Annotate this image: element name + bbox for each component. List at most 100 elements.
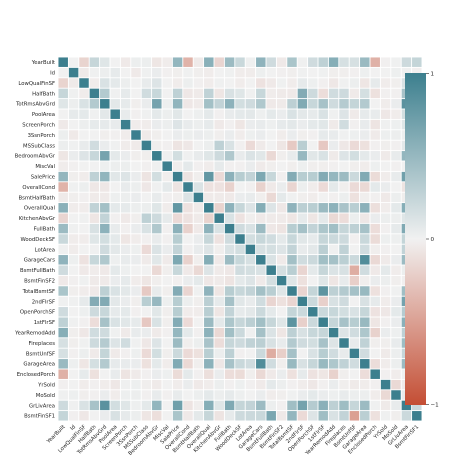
- heatmap-cell: [287, 119, 297, 130]
- heatmap-cell: [370, 213, 380, 223]
- heatmap-cell: [141, 411, 152, 421]
- heatmap-cell: [110, 317, 120, 327]
- x-tick-label: Id: [69, 424, 77, 432]
- heatmap-cell: [256, 359, 266, 369]
- heatmap-cell: [214, 78, 224, 88]
- heatmap-cell: [380, 203, 391, 213]
- heatmap-cell: [391, 203, 401, 213]
- heatmap-cell: [214, 109, 224, 119]
- heatmap-cell: [339, 213, 349, 223]
- heatmap-cell: [214, 286, 224, 296]
- heatmap-cell: [58, 99, 68, 109]
- heatmap-cell: [152, 192, 162, 203]
- heatmap-cell: [204, 234, 214, 244]
- heatmap-cell: [339, 109, 349, 119]
- heatmap-cell: [349, 379, 360, 390]
- heatmap-cell: [68, 286, 79, 296]
- heatmap-cell: [120, 67, 131, 78]
- heatmap-cell: [162, 78, 172, 88]
- heatmap-cell: [152, 67, 162, 78]
- heatmap-cell: [360, 317, 370, 327]
- heatmap-cell: [193, 203, 204, 213]
- heatmap-cell: [235, 109, 245, 119]
- heatmap-cell: [214, 317, 224, 327]
- heatmap-cell: [204, 379, 214, 390]
- heatmap-cell: [141, 192, 152, 203]
- heatmap-cell: [266, 57, 276, 67]
- heatmap-cell: [162, 67, 172, 78]
- heatmap-cell: [256, 213, 266, 223]
- heatmap-cell: [318, 275, 328, 286]
- heatmap-cell: [349, 327, 360, 338]
- heatmap-cell: [224, 390, 235, 400]
- heatmap-cell: [141, 348, 152, 359]
- heatmap-cell: [183, 327, 193, 338]
- heatmap-cell: [224, 88, 235, 99]
- heatmap-cell: [328, 130, 339, 140]
- heatmap-cell: [193, 140, 204, 151]
- heatmap-cell: [214, 390, 224, 400]
- heatmap-cell: [120, 327, 131, 338]
- heatmap-cell: [266, 244, 276, 255]
- heatmap-cell: [360, 67, 370, 78]
- heatmap-cell: [120, 171, 131, 182]
- heatmap-cell: [131, 275, 141, 286]
- heatmap-cell: [276, 390, 287, 400]
- heatmap-cell: [287, 203, 297, 213]
- heatmap-cell: [100, 411, 110, 421]
- heatmap-cell: [100, 161, 110, 171]
- heatmap-cell: [318, 119, 328, 130]
- heatmap-cell: [287, 286, 297, 296]
- heatmap-cell: [297, 338, 308, 348]
- heatmap-cell: [235, 99, 245, 109]
- y-tick-label: 1stFlrSF: [34, 320, 55, 326]
- heatmap-cell: [141, 327, 152, 338]
- heatmap-cell: [193, 275, 204, 286]
- heatmap-cell: [349, 348, 360, 359]
- heatmap-cell: [204, 57, 214, 67]
- heatmap-cell: [360, 411, 370, 421]
- heatmap-cell: [79, 67, 89, 78]
- heatmap-cell: [183, 307, 193, 317]
- heatmap-cell: [89, 151, 100, 161]
- heatmap-cell: [360, 255, 370, 265]
- heatmap-cell: [224, 411, 235, 421]
- heatmap-cell: [172, 109, 183, 119]
- y-tick-label: LowQualFinSF: [18, 81, 55, 87]
- heatmap-cell: [141, 307, 152, 317]
- heatmap-cell: [245, 234, 256, 244]
- heatmap-cell: [152, 348, 162, 359]
- heatmap-cell: [349, 78, 360, 88]
- heatmap-cell: [193, 379, 204, 390]
- heatmap-cell: [380, 130, 391, 140]
- heatmap-cell: [79, 203, 89, 213]
- heatmap-cell: [245, 275, 256, 286]
- heatmap-cell: [193, 57, 204, 67]
- heatmap-cell: [412, 400, 422, 411]
- heatmap-cell: [152, 57, 162, 67]
- heatmap-cell: [141, 130, 152, 140]
- heatmap-cell: [131, 296, 141, 307]
- heatmap-cell: [266, 369, 276, 379]
- heatmap-cell: [172, 88, 183, 99]
- heatmap-cell: [131, 411, 141, 421]
- heatmap-cell: [391, 57, 401, 67]
- heatmap-cell: [110, 234, 120, 244]
- heatmap-cell: [141, 255, 152, 265]
- heatmap-cell: [58, 296, 68, 307]
- heatmap-cell: [339, 67, 349, 78]
- heatmap-cell: [360, 119, 370, 130]
- heatmap-cell: [328, 140, 339, 151]
- heatmap-cell: [131, 244, 141, 255]
- heatmap-cell: [58, 78, 68, 88]
- heatmap-cell: [297, 161, 308, 171]
- heatmap-cell: [276, 327, 287, 338]
- heatmap-cell: [58, 140, 68, 151]
- heatmap-cell: [308, 244, 318, 255]
- heatmap-cell: [276, 192, 287, 203]
- heatmap-cell: [110, 307, 120, 317]
- heatmap-cell: [339, 119, 349, 130]
- heatmap-cell: [204, 99, 214, 109]
- heatmap-cell: [318, 88, 328, 99]
- heatmap-cell: [89, 130, 100, 140]
